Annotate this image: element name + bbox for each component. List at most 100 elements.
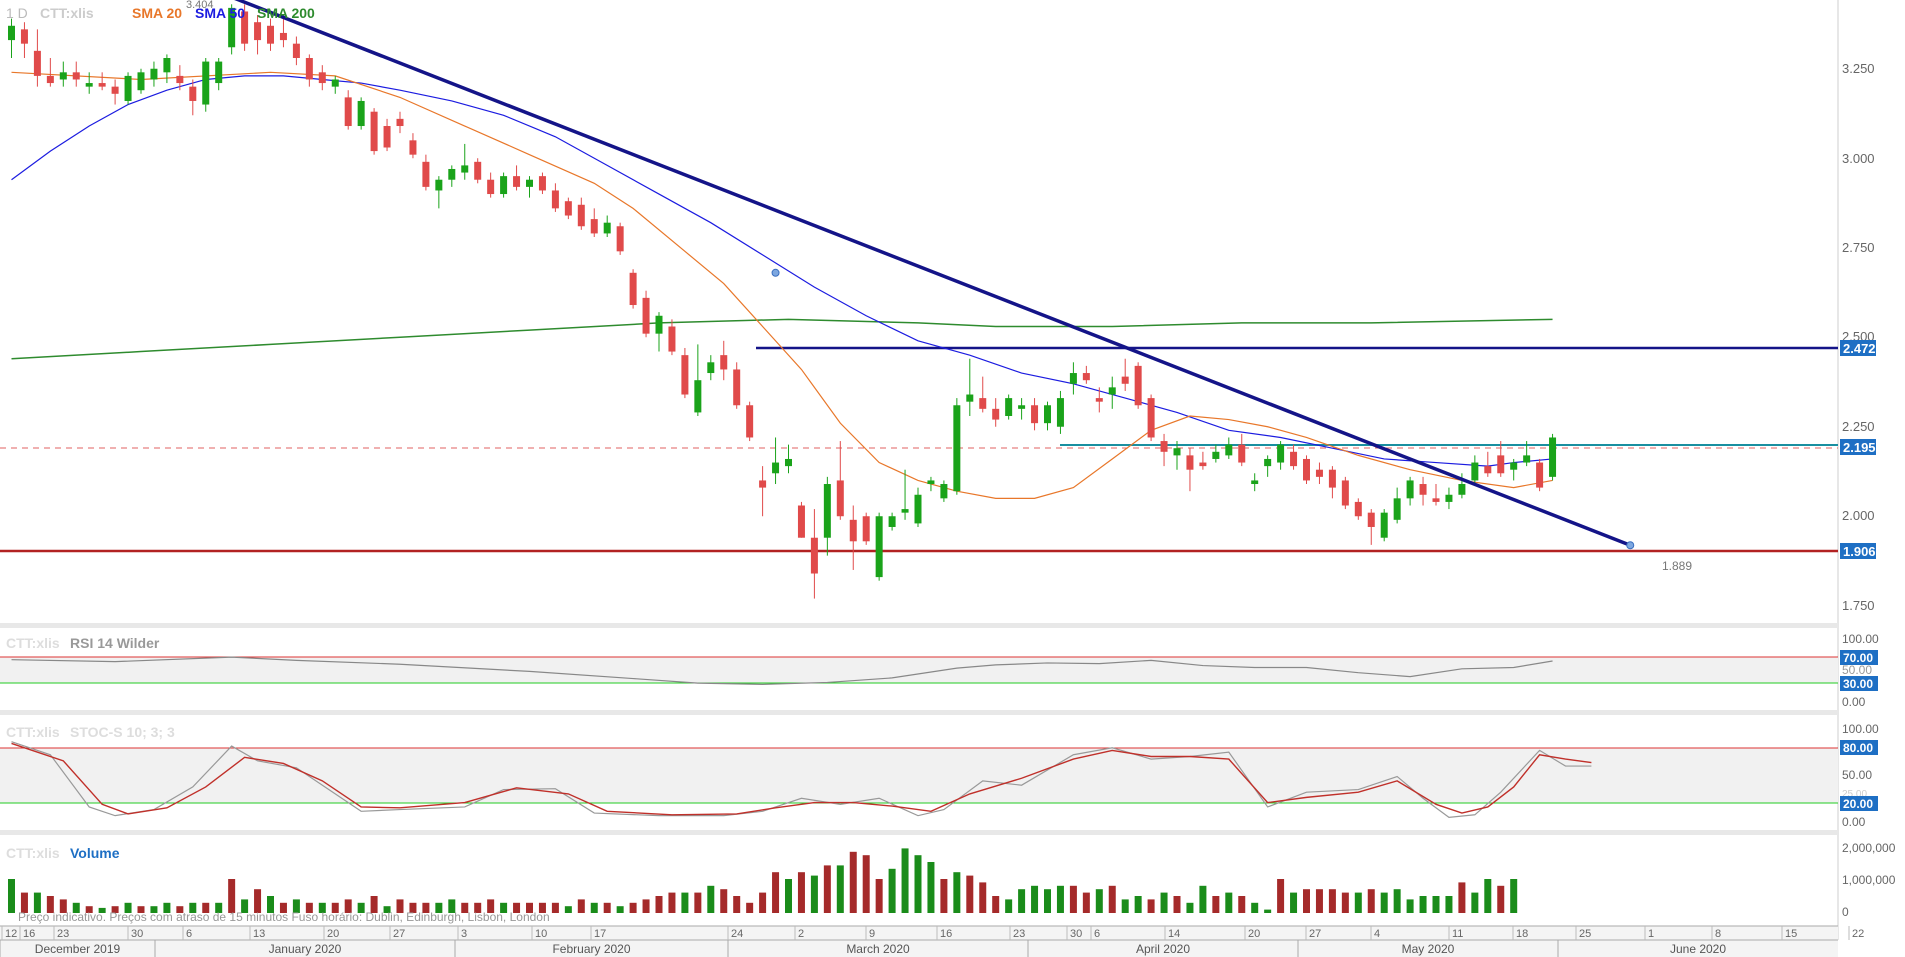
candle[interactable] bbox=[1264, 455, 1272, 477]
candle[interactable] bbox=[46, 58, 54, 87]
stoch-label[interactable]: STOC-S 10; 3; 3 bbox=[70, 724, 175, 740]
candle[interactable] bbox=[681, 347, 689, 399]
sma200-legend[interactable]: SMA 200 bbox=[257, 5, 315, 21]
candle[interactable] bbox=[163, 54, 171, 84]
candle[interactable] bbox=[292, 36, 300, 66]
candle[interactable] bbox=[629, 269, 637, 309]
candle[interactable] bbox=[1303, 455, 1310, 485]
candle[interactable] bbox=[992, 398, 1000, 427]
candle[interactable] bbox=[1238, 433, 1246, 467]
candle[interactable] bbox=[1005, 394, 1013, 420]
candle[interactable] bbox=[150, 61, 158, 87]
candle[interactable] bbox=[1471, 455, 1479, 485]
candle[interactable] bbox=[1510, 458, 1518, 481]
candle[interactable] bbox=[85, 72, 93, 94]
candle[interactable] bbox=[1251, 473, 1259, 492]
candle[interactable] bbox=[1199, 451, 1207, 470]
candle[interactable] bbox=[1380, 509, 1388, 542]
candle[interactable] bbox=[564, 197, 572, 220]
candle[interactable] bbox=[305, 54, 313, 87]
candle[interactable] bbox=[461, 143, 469, 180]
candle[interactable] bbox=[267, 18, 274, 51]
candle[interactable] bbox=[396, 111, 404, 134]
candle[interactable] bbox=[655, 312, 663, 352]
candle[interactable] bbox=[1186, 448, 1194, 492]
sma50-legend[interactable]: SMA 50 bbox=[195, 5, 245, 21]
candle[interactable] bbox=[940, 480, 948, 502]
candle[interactable] bbox=[823, 476, 831, 556]
candle[interactable] bbox=[189, 79, 197, 116]
candle[interactable] bbox=[241, 4, 249, 51]
candle[interactable] bbox=[785, 444, 792, 474]
candle[interactable] bbox=[1173, 441, 1181, 470]
candle[interactable] bbox=[1031, 398, 1039, 431]
candle[interactable] bbox=[111, 79, 119, 105]
rsi-label[interactable]: RSI 14 Wilder bbox=[70, 635, 160, 651]
candle[interactable] bbox=[875, 512, 883, 581]
candle[interactable] bbox=[888, 512, 896, 531]
candle[interactable] bbox=[642, 290, 650, 338]
candle[interactable] bbox=[1225, 437, 1233, 459]
candle[interactable] bbox=[1082, 365, 1090, 384]
candle[interactable] bbox=[33, 29, 41, 87]
candle[interactable] bbox=[1290, 444, 1298, 470]
candle[interactable] bbox=[1432, 484, 1440, 506]
candle[interactable] bbox=[810, 509, 818, 599]
candle[interactable] bbox=[1315, 462, 1323, 485]
candle[interactable] bbox=[1497, 441, 1505, 477]
trendline-handle[interactable] bbox=[1626, 541, 1635, 550]
candle[interactable] bbox=[1160, 433, 1168, 467]
candle[interactable] bbox=[759, 466, 767, 517]
candle[interactable] bbox=[603, 215, 611, 237]
trendline-handle[interactable] bbox=[771, 268, 780, 277]
candle[interactable] bbox=[1044, 401, 1051, 431]
candle[interactable] bbox=[849, 505, 857, 570]
sma20-legend[interactable]: SMA 20 bbox=[132, 5, 182, 21]
candle[interactable] bbox=[1108, 376, 1116, 409]
candle[interactable] bbox=[979, 376, 987, 413]
candle[interactable] bbox=[474, 158, 482, 184]
candle[interactable] bbox=[513, 165, 521, 191]
candle[interactable] bbox=[1354, 498, 1362, 520]
candle[interactable] bbox=[1523, 441, 1531, 467]
candle[interactable] bbox=[1341, 476, 1349, 510]
candle[interactable] bbox=[616, 222, 624, 255]
candle[interactable] bbox=[98, 72, 106, 91]
candle[interactable] bbox=[176, 65, 184, 91]
candle[interactable] bbox=[966, 358, 974, 416]
candle[interactable] bbox=[1328, 466, 1336, 499]
volume-label[interactable]: Volume bbox=[70, 845, 120, 861]
interval-label[interactable]: 1 D bbox=[6, 5, 28, 21]
candle[interactable] bbox=[357, 97, 365, 130]
candle[interactable] bbox=[20, 22, 28, 58]
candle[interactable] bbox=[538, 172, 546, 195]
candle[interactable] bbox=[797, 501, 805, 538]
candle[interactable] bbox=[279, 15, 287, 48]
candle[interactable] bbox=[1069, 362, 1077, 395]
candle[interactable] bbox=[435, 176, 443, 209]
candle[interactable] bbox=[202, 58, 210, 112]
candle[interactable] bbox=[448, 165, 456, 187]
candle[interactable] bbox=[228, 4, 236, 55]
candle[interactable] bbox=[1549, 433, 1557, 481]
candle[interactable] bbox=[901, 469, 909, 520]
candle[interactable] bbox=[914, 487, 922, 527]
candle[interactable] bbox=[1536, 458, 1544, 492]
candle[interactable] bbox=[124, 72, 132, 105]
candle[interactable] bbox=[1277, 441, 1285, 470]
candle[interactable] bbox=[59, 61, 67, 87]
candle[interactable] bbox=[953, 398, 961, 495]
candle[interactable] bbox=[668, 319, 676, 356]
candle[interactable] bbox=[1445, 487, 1453, 510]
candle[interactable] bbox=[1147, 394, 1155, 442]
candle[interactable] bbox=[862, 512, 870, 545]
candle[interactable] bbox=[383, 118, 391, 152]
trendline-layer[interactable] bbox=[232, 0, 1635, 550]
symbol-label[interactable]: CTT:xlis bbox=[40, 5, 94, 21]
candle[interactable] bbox=[577, 197, 585, 230]
downtrend-line[interactable] bbox=[232, 0, 1631, 547]
candle[interactable] bbox=[72, 61, 80, 87]
candle[interactable] bbox=[1419, 476, 1427, 506]
candle[interactable] bbox=[1367, 509, 1375, 545]
candle[interactable] bbox=[1095, 387, 1103, 413]
